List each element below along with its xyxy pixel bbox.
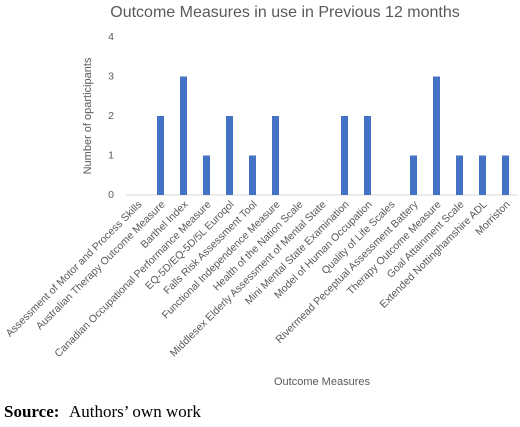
x-axis-title: Outcome Measures [274,376,370,388]
y-tick-label: 1 [108,149,114,161]
x-tick-label: Assessment of Motor and Process Skills [4,199,145,340]
source-label: Source: [4,402,59,421]
bar [157,116,164,195]
bar [203,155,210,195]
bar [226,116,233,195]
y-tick-label: 3 [108,70,114,82]
bar [364,116,371,195]
bar [410,155,417,195]
source-text: Authors’ own work [69,402,201,421]
y-axis-title: Number of oparticipants [82,57,94,174]
bar [456,155,463,195]
y-tick-label: 0 [108,189,114,201]
bar [479,155,486,195]
bar [502,155,509,195]
y-tick-label: 4 [108,31,114,43]
bar [272,116,279,195]
bar [433,76,440,195]
bar [341,116,348,195]
chart-title: Outcome Measures in use in Previous 12 m… [110,4,460,21]
y-tick-label: 2 [108,110,114,122]
bar [180,76,187,195]
bar [249,155,256,195]
